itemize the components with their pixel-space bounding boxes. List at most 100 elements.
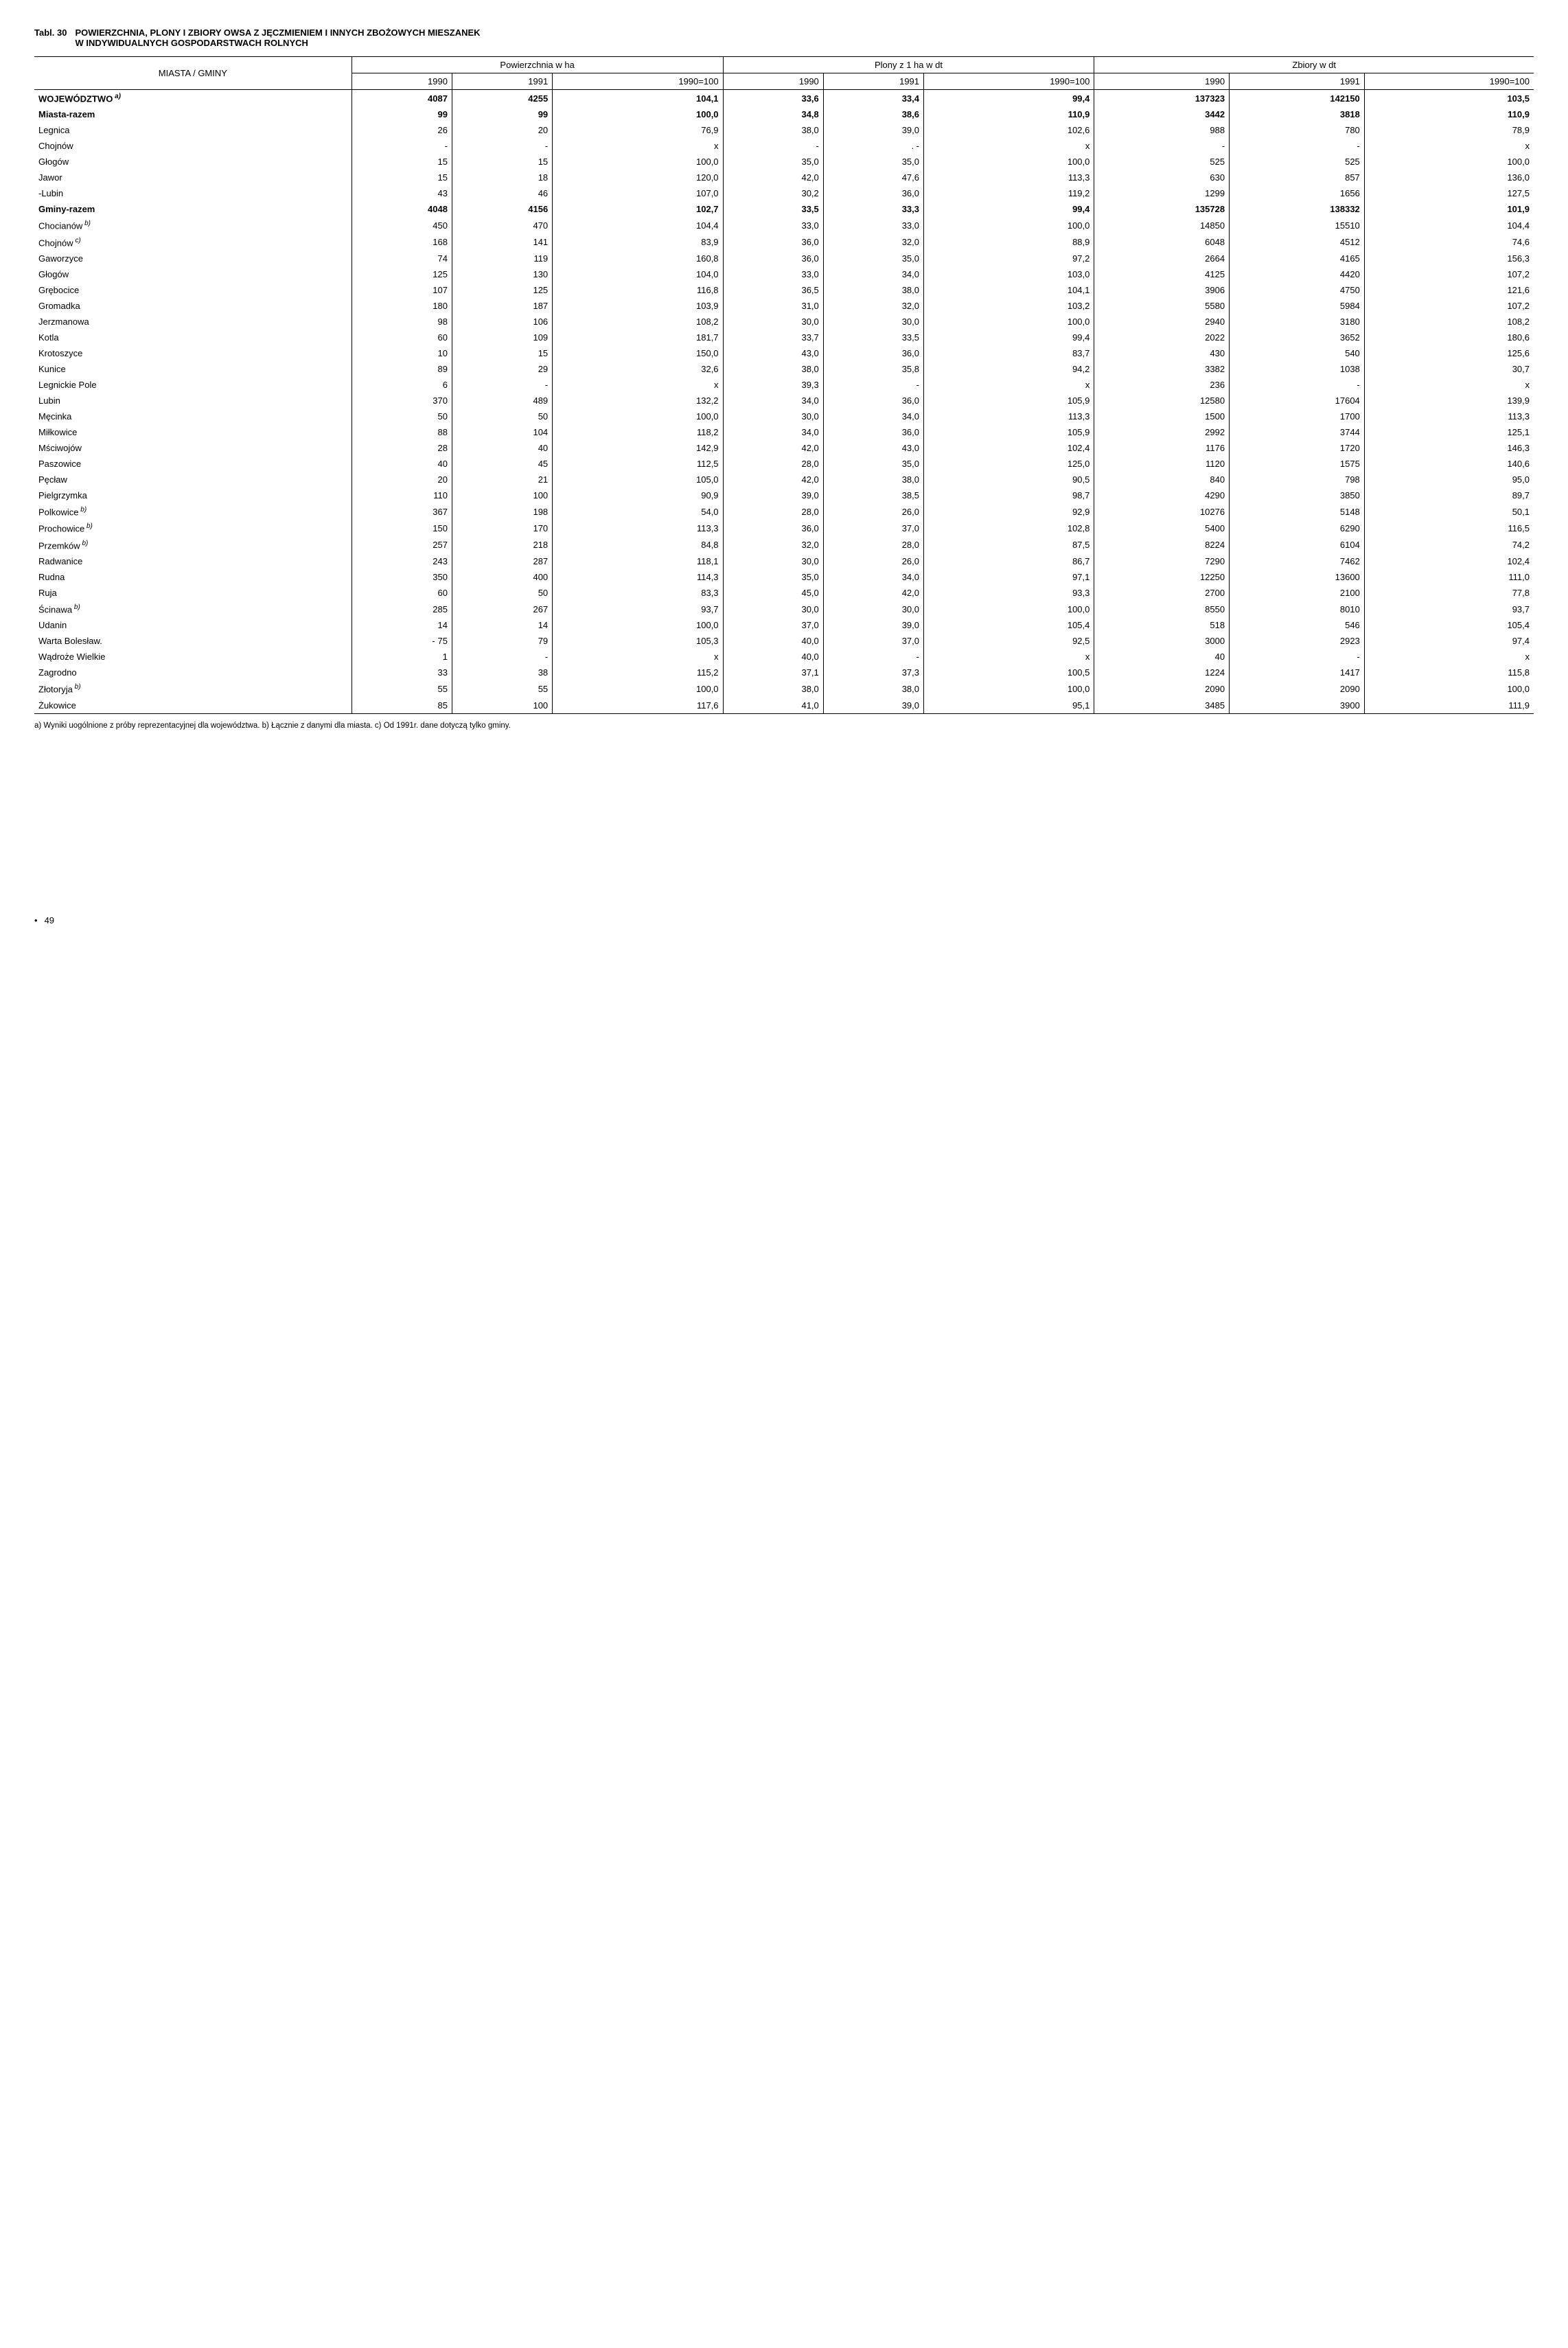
row-name: Pęcław — [34, 472, 351, 487]
cell: 30,7 — [1364, 361, 1534, 377]
cell: 110,9 — [1364, 106, 1534, 122]
cell: 125,0 — [924, 456, 1094, 472]
header-sub: 1991 — [1230, 73, 1365, 90]
cell: 30,2 — [723, 185, 823, 201]
header-sub: 1990 — [1094, 73, 1230, 90]
row-name: Prochowice b) — [34, 520, 351, 536]
cell: 3906 — [1094, 282, 1230, 298]
cell: 32,0 — [823, 234, 923, 251]
cell: 116,8 — [553, 282, 723, 298]
cell: 117,6 — [553, 698, 723, 714]
cell: 38,0 — [823, 282, 923, 298]
row-name: Męcinka — [34, 408, 351, 424]
cell: 32,0 — [823, 298, 923, 314]
table-row: Udanin1414100,037,039,0105,4518546105,4 — [34, 617, 1534, 633]
cell: 55 — [351, 680, 452, 697]
cell: 86,7 — [924, 553, 1094, 569]
cell: 28 — [351, 440, 452, 456]
cell: 100,0 — [553, 408, 723, 424]
cell: 110 — [351, 487, 452, 503]
cell: 8010 — [1230, 601, 1365, 617]
cell: 857 — [1230, 170, 1365, 185]
cell: 370 — [351, 393, 452, 408]
cell: 18 — [452, 170, 552, 185]
cell: 540 — [1230, 345, 1365, 361]
cell: - — [1230, 649, 1365, 665]
row-name: Kunice — [34, 361, 351, 377]
cell: 35,0 — [723, 569, 823, 585]
cell: 54,0 — [553, 503, 723, 520]
cell: 119 — [452, 251, 552, 266]
cell: 28,0 — [723, 503, 823, 520]
cell: 37,0 — [723, 617, 823, 633]
cell: 3818 — [1230, 106, 1365, 122]
cell: 15 — [351, 154, 452, 170]
cell: 798 — [1230, 472, 1365, 487]
cell: - — [452, 649, 552, 665]
cell: 105,9 — [924, 424, 1094, 440]
cell: 42,0 — [723, 440, 823, 456]
cell: 136,0 — [1364, 170, 1534, 185]
cell: 7462 — [1230, 553, 1365, 569]
cell: 8224 — [1094, 537, 1230, 553]
row-name: Mściwojów — [34, 440, 351, 456]
cell: 33,0 — [823, 217, 923, 233]
row-name: Gromadka — [34, 298, 351, 314]
cell: 30,0 — [823, 601, 923, 617]
cell: 137323 — [1094, 90, 1230, 107]
cell: 15510 — [1230, 217, 1365, 233]
cell: 10276 — [1094, 503, 1230, 520]
cell: 113,3 — [924, 408, 1094, 424]
table-header: MIASTA / GMINY Powierzchnia w ha Plony z… — [34, 57, 1534, 90]
header-sub: 1991 — [823, 73, 923, 90]
cell: 46 — [452, 185, 552, 201]
cell: 33,5 — [723, 201, 823, 217]
cell: 35,0 — [823, 154, 923, 170]
cell: 76,9 — [553, 122, 723, 138]
cell: 111,9 — [1364, 698, 1534, 714]
cell: 100,0 — [924, 217, 1094, 233]
header-group-area: Powierzchnia w ha — [351, 57, 723, 73]
cell: 6290 — [1230, 520, 1365, 536]
cell: 104,1 — [924, 282, 1094, 298]
cell: 100,0 — [924, 680, 1094, 697]
cell: 127,5 — [1364, 185, 1534, 201]
row-name: Głogów — [34, 154, 351, 170]
table-row: WOJEWÓDZTWO a)40874255104,133,633,499,41… — [34, 90, 1534, 107]
cell: 98,7 — [924, 487, 1094, 503]
cell: 125,1 — [1364, 424, 1534, 440]
cell: 38 — [452, 665, 552, 680]
cell: 489 — [452, 393, 552, 408]
cell: 1176 — [1094, 440, 1230, 456]
cell: 1 — [351, 649, 452, 665]
title-line-1: POWIERZCHNIA, PLONY I ZBIORY OWSA Z JĘCZ… — [75, 27, 480, 38]
cell: 35,8 — [823, 361, 923, 377]
cell: 108,2 — [1364, 314, 1534, 330]
cell: 3180 — [1230, 314, 1365, 330]
row-name: Krotoszyce — [34, 345, 351, 361]
cell: 8550 — [1094, 601, 1230, 617]
cell: 77,8 — [1364, 585, 1534, 601]
cell: 83,7 — [924, 345, 1094, 361]
cell: 187 — [452, 298, 552, 314]
row-name: Chojnów c) — [34, 234, 351, 251]
cell: 33,4 — [823, 90, 923, 107]
cell: 102,8 — [924, 520, 1094, 536]
cell: 36,5 — [723, 282, 823, 298]
cell: 102,4 — [1364, 553, 1534, 569]
cell: 115,8 — [1364, 665, 1534, 680]
cell: 525 — [1094, 154, 1230, 170]
cell: x — [553, 138, 723, 154]
cell: x — [924, 649, 1094, 665]
cell: 42,0 — [723, 472, 823, 487]
cell: 180,6 — [1364, 330, 1534, 345]
row-name: Jerzmanowa — [34, 314, 351, 330]
cell: 35,0 — [823, 251, 923, 266]
cell: 45,0 — [723, 585, 823, 601]
cell: x — [553, 377, 723, 393]
cell: 5580 — [1094, 298, 1230, 314]
cell: 400 — [452, 569, 552, 585]
cell: 121,6 — [1364, 282, 1534, 298]
cell: - — [452, 377, 552, 393]
cell: 113,3 — [553, 520, 723, 536]
